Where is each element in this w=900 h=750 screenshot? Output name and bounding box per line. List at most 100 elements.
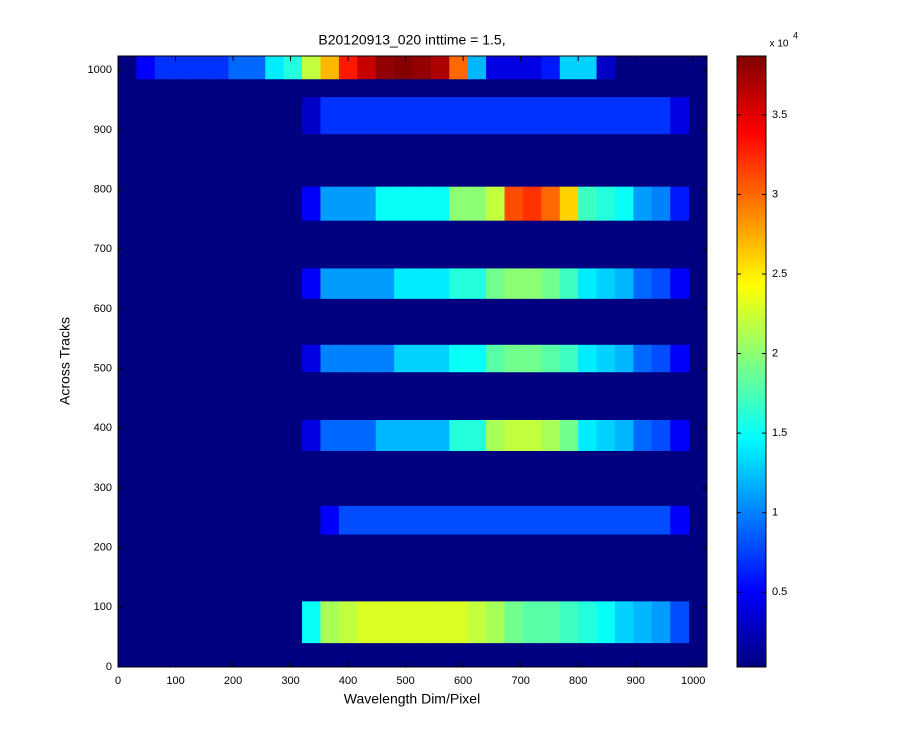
heat-cell xyxy=(320,601,340,644)
heat-cell xyxy=(651,344,671,373)
heat-cell xyxy=(578,186,598,221)
colorbar-tick-label: 2 xyxy=(772,347,778,359)
heat-cell xyxy=(559,268,579,299)
heat-cell xyxy=(578,419,598,452)
heat-cell xyxy=(449,601,469,644)
heat-cell xyxy=(559,601,579,644)
heat-cell xyxy=(614,601,634,644)
heat-cell xyxy=(375,344,395,373)
heat-cell xyxy=(651,601,671,644)
heat-cell xyxy=(136,56,156,80)
heat-cell xyxy=(633,601,653,644)
heat-cell xyxy=(375,419,395,452)
heat-cell xyxy=(522,505,542,535)
heat-cell xyxy=(412,419,432,452)
heat-cell xyxy=(559,344,579,373)
heat-cell xyxy=(596,505,616,535)
heat-cell xyxy=(633,505,653,535)
heat-cell xyxy=(265,56,285,80)
y-tick-label: 300 xyxy=(94,482,112,494)
plot-frame xyxy=(117,55,708,668)
heat-cell xyxy=(467,344,487,373)
heat-cell xyxy=(504,56,524,80)
heat-cell xyxy=(320,56,340,80)
heat-cell xyxy=(394,56,413,80)
heat-cell xyxy=(412,344,432,373)
heat-cell xyxy=(375,268,395,299)
colorbar xyxy=(736,55,767,668)
heat-cell xyxy=(338,97,358,135)
heat-cell xyxy=(596,344,616,373)
heat-cell xyxy=(375,601,395,644)
heat-cell xyxy=(559,186,579,221)
heat-cell xyxy=(486,601,506,644)
heat-cell xyxy=(338,56,358,80)
heat-cell xyxy=(394,505,413,535)
heat-cell xyxy=(633,344,653,373)
heat-cell xyxy=(338,419,358,452)
y-tick-label: 600 xyxy=(94,303,112,315)
colorbar-tick-label: 3 xyxy=(772,188,778,200)
x-tick-label: 800 xyxy=(569,675,587,687)
heat-cell xyxy=(302,344,321,373)
heat-cell xyxy=(449,186,469,221)
heat-cell xyxy=(412,268,432,299)
heat-cell xyxy=(467,419,487,452)
heat-cell xyxy=(670,419,690,452)
heat-cell xyxy=(559,419,579,452)
heat-cell xyxy=(449,97,469,135)
heat-cell xyxy=(651,268,671,299)
y-tick-label: 500 xyxy=(94,363,112,375)
heat-cell xyxy=(357,344,377,373)
heat-cell xyxy=(412,186,432,221)
heat-cell xyxy=(670,268,690,299)
heat-cell xyxy=(357,601,377,644)
heat-cell xyxy=(541,97,561,135)
heat-cell xyxy=(633,97,653,135)
heat-cell xyxy=(633,268,653,299)
heat-cell xyxy=(486,186,506,221)
heat-cell xyxy=(467,505,487,535)
heat-cell xyxy=(596,268,616,299)
heat-cell xyxy=(578,601,598,644)
heat-cell xyxy=(486,97,506,135)
heat-cell xyxy=(302,56,321,80)
heat-cell xyxy=(449,505,469,535)
x-tick-label: 0 xyxy=(115,675,121,687)
heat-cell xyxy=(504,97,524,135)
heat-cell xyxy=(651,97,671,135)
heat-cell xyxy=(486,505,506,535)
heat-cell xyxy=(578,56,598,80)
heat-cell xyxy=(430,186,450,221)
heat-cell xyxy=(210,56,229,80)
heat-cell xyxy=(430,56,450,80)
heat-cell xyxy=(504,505,524,535)
heat-cell xyxy=(670,344,690,373)
y-tick-label: 0 xyxy=(106,661,112,673)
heat-cell xyxy=(578,505,598,535)
heat-cell xyxy=(320,268,340,299)
heat-cell xyxy=(504,419,524,452)
heat-cell xyxy=(228,56,248,80)
heat-cell xyxy=(394,419,413,452)
heat-cell xyxy=(191,56,211,80)
heat-cell xyxy=(596,97,616,135)
heat-cell xyxy=(430,344,450,373)
heat-cell xyxy=(596,419,616,452)
x-tick-label: 300 xyxy=(281,675,299,687)
heat-cell xyxy=(578,344,598,373)
heat-cell xyxy=(375,56,395,80)
heat-cell xyxy=(614,97,634,135)
x-tick-label: 400 xyxy=(339,675,357,687)
heat-cell xyxy=(430,505,450,535)
heat-cell xyxy=(596,186,616,221)
heat-cell xyxy=(357,97,377,135)
heat-cell xyxy=(522,186,542,221)
heat-cell xyxy=(559,97,579,135)
x-tick-label: 1000 xyxy=(681,675,705,687)
heat-cell xyxy=(412,505,432,535)
heat-cell xyxy=(357,419,377,452)
heat-cell xyxy=(467,601,487,644)
heat-cell xyxy=(467,56,487,80)
heat-cell xyxy=(302,186,321,221)
